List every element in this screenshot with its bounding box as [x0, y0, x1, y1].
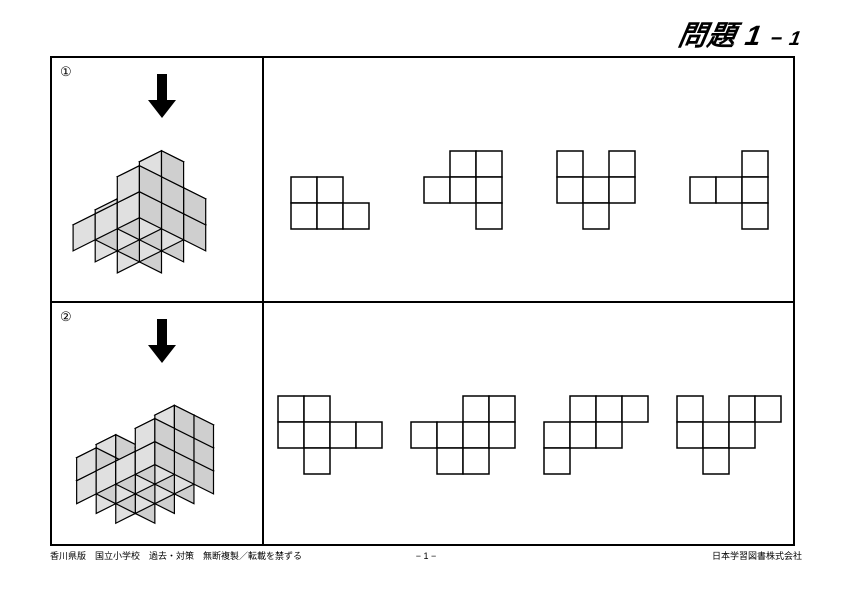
q1-prompt-cell: ① [52, 58, 262, 301]
option-shape [276, 394, 384, 476]
q2-number: ② [60, 309, 72, 325]
q2-prompt-cell: ② [52, 303, 262, 548]
option-shape [422, 149, 504, 231]
option-shape [542, 394, 650, 476]
option-shape [688, 149, 770, 231]
q1-options-row [264, 130, 795, 250]
title-sub: − 1 [768, 28, 803, 50]
option-shape [289, 149, 371, 231]
page-number: − 1 − [50, 551, 802, 561]
option-shape [555, 149, 637, 231]
problem-frame: ① ② [50, 56, 795, 546]
down-arrow-icon [157, 319, 167, 363]
option-shape [675, 394, 783, 476]
page-title: 問題 1 − 1 [675, 14, 806, 54]
q2-cube-figure [56, 365, 256, 545]
q1-cube-figure [60, 126, 250, 296]
q2-options-cell [264, 303, 795, 548]
title-main: 問題 1 [676, 20, 765, 51]
q1-options-cell [264, 58, 795, 301]
q2-options-row [264, 375, 795, 495]
q1-number: ① [60, 64, 72, 80]
option-shape [409, 394, 517, 476]
page-footer: 香川県版 国立小学校 過去・対策 無断複製／転載を禁ずる − 1 − 日本学習図… [50, 549, 802, 562]
down-arrow-icon [157, 74, 167, 118]
